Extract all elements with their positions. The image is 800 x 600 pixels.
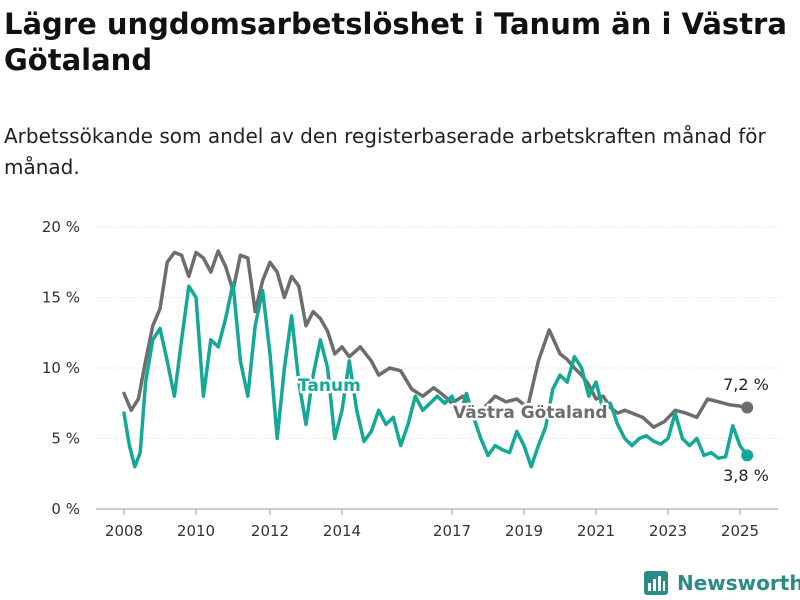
y-tick-label: 0 % [51, 500, 80, 518]
axes: 0 % 5 % 10 % 15 % 20 % 2008 2010 2012 2014 2017 20… [42, 218, 759, 540]
x-tick-label: 2008 [105, 522, 143, 540]
newsworthy-logo-icon [644, 571, 668, 595]
end-label-vg-halo: 7,2 % [723, 375, 769, 394]
chart-title: Lägre ungdomsarbetslöshet i Tanum än i V… [4, 7, 787, 77]
y-tick-label: 10 % [42, 359, 80, 377]
x-tick-label: 2017 [433, 522, 471, 540]
grid-lines [96, 226, 778, 510]
series-end-point-vg [741, 401, 754, 414]
end-label-tanum-halo: 3,8 % [723, 466, 769, 485]
x-tick-label: 2025 [721, 522, 759, 540]
end-label-tanum: 3,8 % [723, 466, 769, 485]
brand-name: Newsworthy [677, 571, 800, 595]
end-label-vg: 7,2 % [723, 375, 769, 394]
series-line-tanum [122, 281, 749, 469]
brand-logo: Newsworthy [643, 568, 800, 598]
series-end-point-tanum [741, 449, 754, 462]
series-label-vg-halo: Västra Götaland [453, 403, 608, 423]
x-tick-label: 2010 [177, 522, 215, 540]
x-tick-label: 2012 [251, 522, 289, 540]
x-tick-label: 2023 [649, 522, 687, 540]
series-label-tanum: Tanum [298, 376, 361, 396]
x-tick-label: 2019 [505, 522, 543, 540]
series-label-tanum-halo: Tanum [298, 376, 361, 396]
series-line-vg [122, 249, 749, 429]
y-tick-label: 5 % [51, 430, 80, 448]
series-lines [122, 249, 754, 469]
x-tick-label: 2014 [323, 522, 361, 540]
x-tick-label: 2021 [577, 522, 615, 540]
y-tick-label: 15 % [42, 289, 80, 307]
chart-subtitle: Arbetssökande som andel av den registerb… [4, 124, 766, 179]
series-label-vg: Västra Götaland [453, 403, 608, 423]
y-tick-label: 20 % [42, 218, 80, 236]
